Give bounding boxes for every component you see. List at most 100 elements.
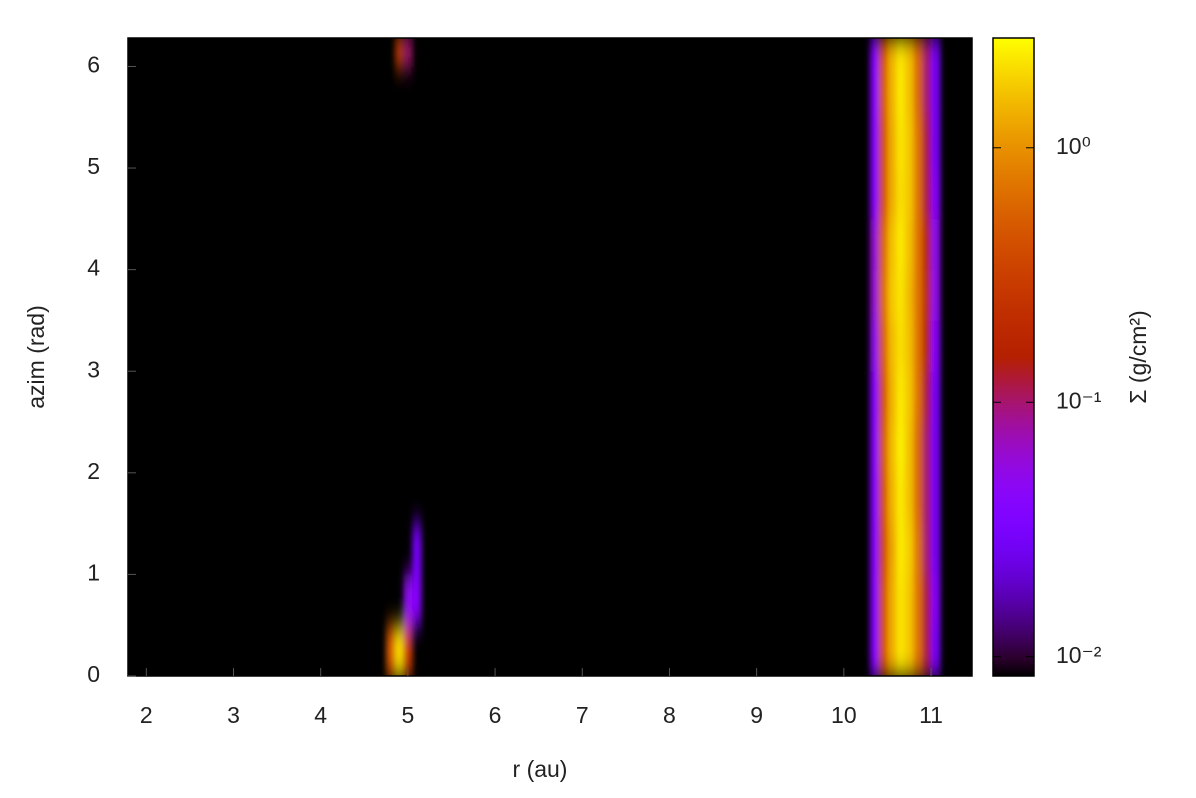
heat-cell xyxy=(887,66,897,118)
heat-cell xyxy=(878,117,888,169)
heat-cell xyxy=(869,168,880,220)
x-tick-label: 11 xyxy=(919,702,943,728)
heat-cell xyxy=(904,574,915,626)
heat-cell xyxy=(386,625,396,676)
heat-cell xyxy=(913,422,923,474)
heat-cell xyxy=(904,117,915,169)
heat-cell xyxy=(896,371,906,423)
heatmap xyxy=(386,38,941,676)
heat-cell xyxy=(931,38,941,67)
heat-cell xyxy=(412,574,422,626)
heat-cell xyxy=(922,269,932,321)
heat-cell xyxy=(922,168,932,220)
heat-cell xyxy=(403,38,413,67)
heat-cell xyxy=(904,38,915,67)
heat-cell xyxy=(869,371,880,423)
heat-cell xyxy=(904,320,915,372)
heat-cell xyxy=(904,523,915,575)
y-tick-label: 1 xyxy=(87,559,100,585)
heat-cell xyxy=(913,320,923,372)
x-tick-label: 8 xyxy=(663,702,676,728)
heat-cell xyxy=(922,371,932,423)
heat-cell xyxy=(869,38,880,67)
y-tick-label: 5 xyxy=(87,153,100,179)
heat-cell xyxy=(931,117,941,169)
heat-cell xyxy=(394,38,405,67)
heat-cell xyxy=(922,66,932,118)
heat-cell xyxy=(869,66,880,118)
heat-cell xyxy=(931,168,941,220)
heat-cell xyxy=(878,371,888,423)
heat-cell xyxy=(922,523,932,575)
heat-cell xyxy=(887,38,897,67)
heat-cell xyxy=(896,66,906,118)
plot-frame xyxy=(127,37,973,677)
heat-cell xyxy=(869,218,880,271)
heat-cell xyxy=(887,218,897,271)
heat-cell xyxy=(904,371,915,423)
heat-cell xyxy=(887,625,897,676)
heat-cell xyxy=(887,168,897,220)
heat-cell xyxy=(403,625,413,676)
heat-cell xyxy=(913,218,923,271)
heat-cell xyxy=(913,523,923,575)
heat-cell xyxy=(878,422,888,474)
heat-cell xyxy=(896,168,906,220)
y-tick-label: 2 xyxy=(87,458,100,484)
heat-cell xyxy=(931,574,941,626)
heat-cell xyxy=(931,269,941,321)
y-tick-label: 6 xyxy=(87,52,100,78)
heat-cell xyxy=(878,38,888,67)
heat-cell xyxy=(922,117,932,169)
heat-cell xyxy=(913,625,923,676)
heat-cell xyxy=(931,472,941,525)
heat-cell xyxy=(913,168,923,220)
heat-cell xyxy=(887,422,897,474)
heat-cell xyxy=(904,168,915,220)
heat-cell xyxy=(403,574,413,626)
heat-cell xyxy=(412,523,422,575)
x-tick-label: 9 xyxy=(750,702,763,728)
heat-cell xyxy=(896,218,906,271)
heat-cell xyxy=(931,523,941,575)
x-tick-label: 10 xyxy=(831,702,857,728)
plot-background xyxy=(128,38,972,676)
heat-cell xyxy=(878,218,888,271)
heat-cell xyxy=(887,371,897,423)
heat-cell xyxy=(878,523,888,575)
heat-cell xyxy=(931,320,941,372)
heat-cell xyxy=(869,574,880,626)
heat-cell xyxy=(904,422,915,474)
heat-cell xyxy=(904,472,915,525)
heat-cell xyxy=(869,523,880,575)
heat-cell xyxy=(904,66,915,118)
heat-cell xyxy=(922,320,932,372)
heat-cell xyxy=(913,574,923,626)
heat-cell xyxy=(887,472,897,525)
x-tick-label: 3 xyxy=(227,702,240,728)
heat-cell xyxy=(904,269,915,321)
heat-cell xyxy=(878,625,888,676)
heat-cell xyxy=(922,422,932,474)
heat-cell xyxy=(887,574,897,626)
colorbar-tick-label: 10⁻¹ xyxy=(1056,387,1102,413)
heat-cell xyxy=(931,66,941,118)
heat-cell xyxy=(878,66,888,118)
heat-cell xyxy=(869,320,880,372)
colorbar xyxy=(992,37,1035,677)
heat-cell xyxy=(931,625,941,676)
heat-cell xyxy=(394,625,405,676)
colorbar-tick-label: 10⁻² xyxy=(1056,642,1102,668)
x-tick-label: 6 xyxy=(489,702,502,728)
heat-cell xyxy=(896,422,906,474)
heat-cell xyxy=(878,320,888,372)
heat-cell xyxy=(913,117,923,169)
heat-cell xyxy=(878,574,888,626)
heat-cell xyxy=(896,625,906,676)
heat-cell xyxy=(869,625,880,676)
heat-cell xyxy=(922,472,932,525)
heat-cell xyxy=(913,38,923,67)
heat-cell xyxy=(887,320,897,372)
heat-cell xyxy=(896,523,906,575)
heat-cell xyxy=(904,625,915,676)
